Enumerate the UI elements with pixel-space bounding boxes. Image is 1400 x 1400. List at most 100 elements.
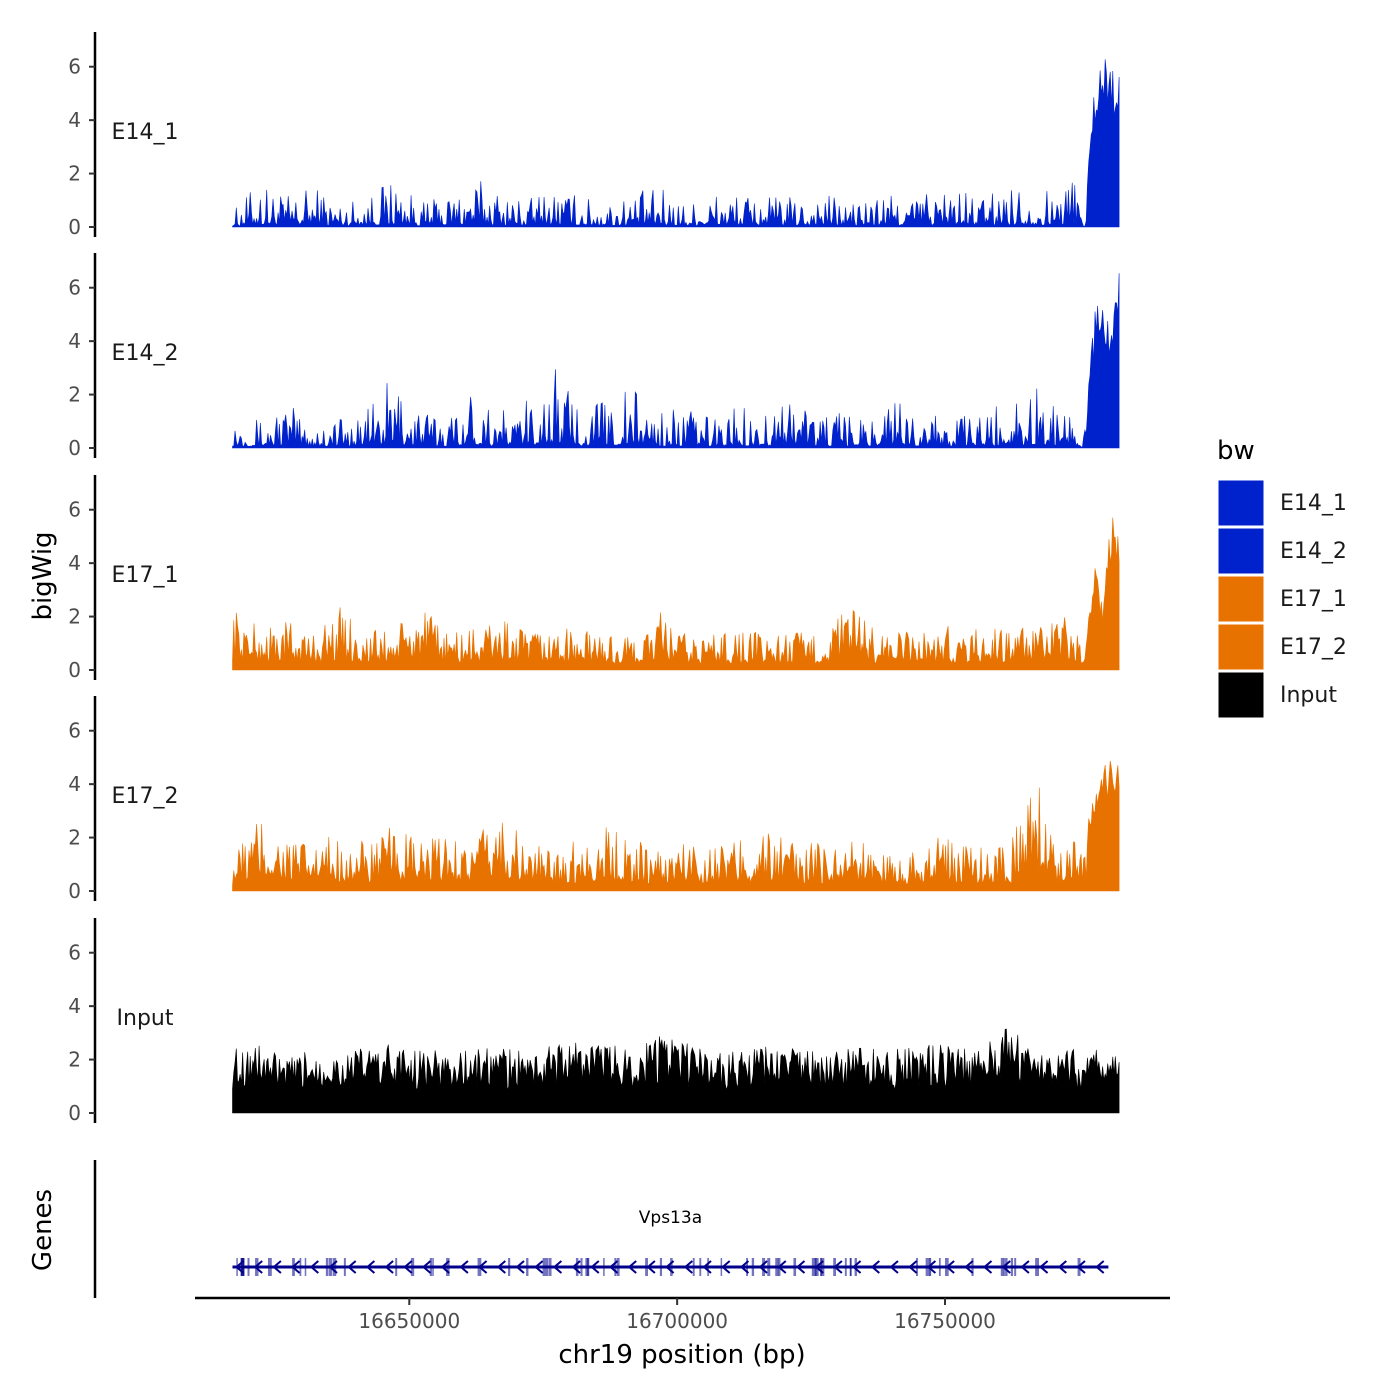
exon: [580, 1258, 583, 1276]
x-tick-label: 16700000: [626, 1309, 728, 1333]
exon: [925, 1258, 928, 1276]
coverage-area: [232, 1028, 1120, 1114]
y-tick-label: 0: [68, 436, 81, 460]
coverage-area: [232, 760, 1120, 892]
series-points: [232, 266, 1119, 437]
strand-arrow: [1020, 1260, 1030, 1274]
exon: [692, 1258, 695, 1276]
y-tick-label: 2: [68, 383, 81, 407]
legend-label: E17_1: [1280, 587, 1347, 612]
strand-arrow: [646, 1260, 656, 1274]
strand-arrow: [234, 1260, 245, 1274]
strand-arrow: [590, 1260, 600, 1274]
exon: [616, 1258, 620, 1276]
exon: [299, 1258, 302, 1276]
exon: [1005, 1258, 1008, 1276]
exon: [304, 1258, 307, 1276]
y-tick-label: 4: [68, 994, 81, 1018]
exon: [844, 1258, 847, 1276]
strand-arrow: [1095, 1260, 1105, 1274]
y-tick-label: 4: [68, 551, 81, 575]
track-label: E14_1: [112, 120, 179, 145]
track-label: E17_2: [112, 784, 179, 809]
strand-arrow: [253, 1260, 263, 1274]
strand-arrow: [421, 1260, 432, 1274]
legend-swatch: [1217, 671, 1265, 719]
y-tick-label: 0: [68, 658, 81, 682]
exon: [526, 1258, 529, 1276]
exon: [659, 1258, 663, 1276]
exon: [332, 1258, 337, 1276]
strand-arrow: [721, 1260, 731, 1274]
strand-arrow: [870, 1260, 880, 1274]
exon: [699, 1258, 702, 1276]
strand-arrow: [309, 1260, 319, 1274]
exon: [395, 1258, 398, 1276]
legend-title: bw: [1217, 436, 1255, 466]
y-tick-label: 2: [68, 605, 81, 629]
y-tick-label: 4: [68, 108, 81, 132]
y-tick-label: 2: [68, 826, 81, 850]
series-points: [232, 510, 1119, 662]
legend-item: E14_1: [1217, 479, 1347, 527]
exon: [707, 1258, 709, 1276]
strand-arrow: [534, 1260, 544, 1274]
track-label: E17_1: [112, 563, 179, 588]
legend-swatch: [1217, 527, 1265, 575]
exon: [1014, 1258, 1017, 1276]
exon: [325, 1258, 329, 1276]
track-label: E14_2: [112, 341, 179, 366]
legend-swatch: [1217, 479, 1265, 527]
strand-arrow: [291, 1260, 301, 1274]
track-Input: 0 2 4 6 Input: [68, 918, 1120, 1125]
exon: [1010, 1258, 1014, 1276]
strand-arrow: [403, 1260, 413, 1274]
exon: [746, 1258, 748, 1276]
strand-arrow: [758, 1260, 768, 1274]
exon: [508, 1258, 511, 1276]
y-tick-label: 6: [68, 941, 81, 965]
strand-arrow: [608, 1260, 619, 1274]
x-tick-label: 16750000: [894, 1309, 996, 1333]
strand-arrow: [852, 1260, 862, 1274]
track-E17_1: 0 2 4 6 E17_1: [68, 475, 1120, 682]
exon: [938, 1258, 941, 1276]
exon: [544, 1258, 549, 1276]
strand-arrow: [1057, 1260, 1067, 1274]
exon: [575, 1258, 579, 1276]
strand-arrow: [926, 1260, 937, 1274]
x-axis-title: chr19 position (bp): [558, 1340, 805, 1370]
exon: [775, 1258, 779, 1276]
exon: [247, 1258, 250, 1276]
track-E14_1: 0 2 4 6 E14_1: [68, 32, 1120, 239]
exon: [820, 1258, 825, 1276]
strand-arrow: [908, 1260, 918, 1274]
exon: [793, 1258, 797, 1276]
strand-arrow: [328, 1260, 338, 1274]
genes-track-title: Genes: [28, 1189, 58, 1271]
y-tick-label: 6: [68, 719, 81, 743]
legend-label: E14_1: [1280, 491, 1347, 516]
exon: [751, 1258, 755, 1276]
exon: [585, 1258, 590, 1276]
strand-arrow: [683, 1260, 693, 1274]
y-tick-label: 6: [68, 276, 81, 300]
coverage-area: [232, 517, 1120, 671]
y-tick-label: 0: [68, 215, 81, 239]
exon: [670, 1258, 673, 1276]
legend-item: Input: [1217, 671, 1337, 719]
y-tick-label: 6: [68, 498, 81, 522]
exon: [1035, 1258, 1039, 1276]
y-tick-label: 0: [68, 879, 81, 903]
strand-arrow: [982, 1260, 993, 1274]
strand-arrow: [459, 1260, 469, 1274]
exon: [241, 1258, 245, 1276]
legend-item: E14_2: [1217, 527, 1347, 575]
strand-arrow: [347, 1260, 357, 1274]
exon: [548, 1258, 552, 1276]
exon: [820, 1258, 822, 1276]
exon: [343, 1258, 346, 1276]
exon: [446, 1258, 450, 1276]
gene-track: Vps13a: [93, 1160, 1109, 1298]
legend-swatch: [1217, 623, 1265, 671]
